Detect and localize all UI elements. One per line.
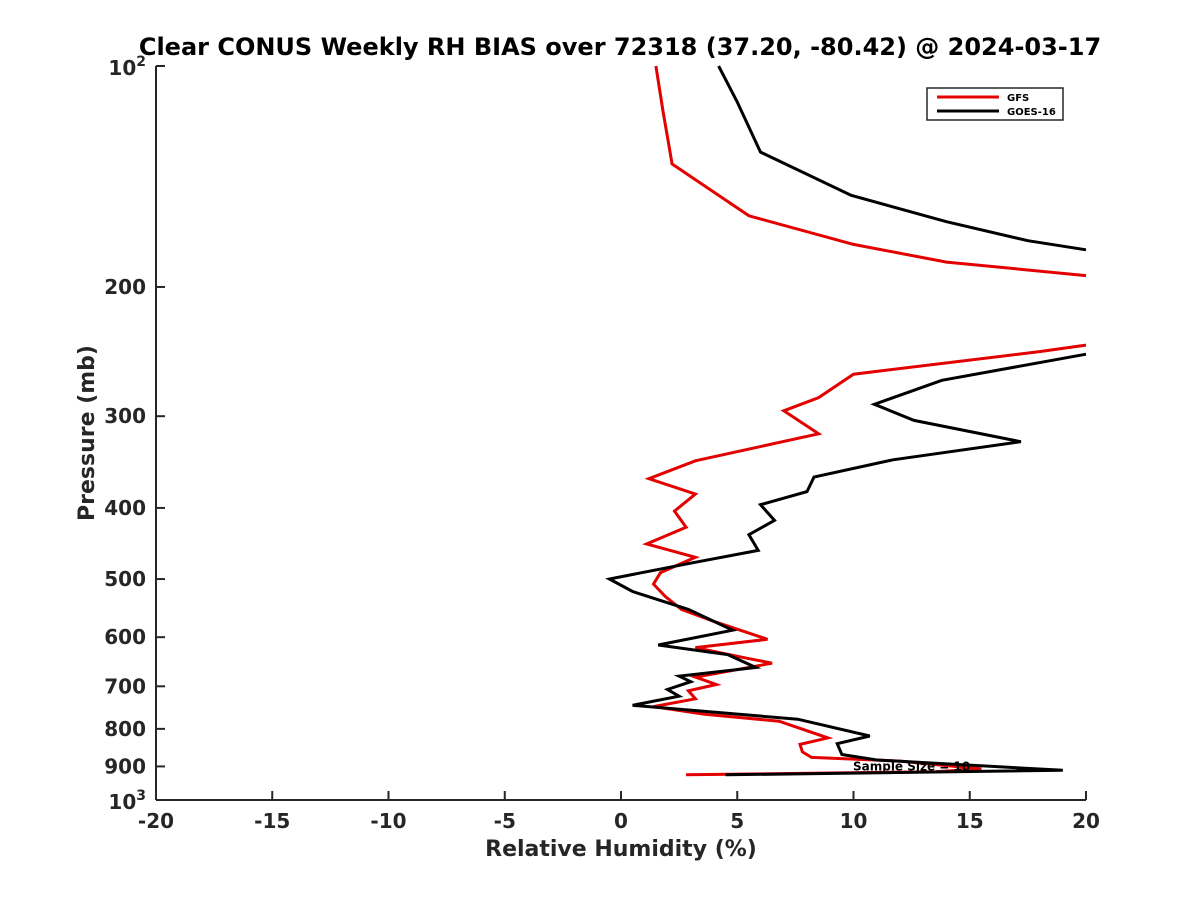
x-tick-label: -20 bbox=[138, 809, 174, 833]
y-tick-label: 300 bbox=[104, 404, 146, 428]
x-tick-label: 0 bbox=[614, 809, 628, 833]
x-tick-label: -5 bbox=[494, 809, 516, 833]
y-axis-label: Pressure (mb) bbox=[75, 345, 100, 521]
y-tick-label: 500 bbox=[104, 567, 146, 591]
legend-label: GOES-16 bbox=[1007, 107, 1056, 118]
series-layer bbox=[604, 65, 1087, 777]
x-tick-label: -15 bbox=[254, 809, 290, 833]
y-tick-label: 200 bbox=[104, 275, 146, 299]
x-tick-label: 10 bbox=[840, 809, 868, 833]
series-line-gfs bbox=[642, 65, 1087, 777]
legend: GFS GOES-16 bbox=[926, 87, 1064, 121]
y-tick-label: 600 bbox=[104, 625, 146, 649]
series-line-goes-16 bbox=[604, 65, 1087, 777]
legend-box bbox=[926, 87, 1064, 121]
x-tick-label: 15 bbox=[956, 809, 984, 833]
legend-label: GFS bbox=[1007, 93, 1029, 104]
x-tick-label: -10 bbox=[370, 809, 406, 833]
y-tick-label: 103 bbox=[108, 788, 146, 814]
x-tick-label: 20 bbox=[1072, 809, 1100, 833]
plot-axes: -20 -15 -10 -5 0 5 10 15 20 102 200 300 400 500 600 700… bbox=[104, 54, 1100, 833]
y-tick-label: 400 bbox=[104, 496, 146, 520]
x-axis-label: Relative Humidity (%) bbox=[485, 837, 757, 862]
sample-size-annotation: Sample Size = 10 bbox=[853, 759, 970, 773]
y-tick-label: 102 bbox=[108, 54, 146, 80]
y-tick-label: 800 bbox=[104, 717, 146, 741]
x-tick-label: 5 bbox=[730, 809, 744, 833]
y-tick-label: 900 bbox=[104, 754, 146, 778]
y-tick-label: 700 bbox=[104, 674, 146, 698]
chart-title: Clear CONUS Weekly RH BIAS over 72318 (3… bbox=[139, 33, 1101, 61]
